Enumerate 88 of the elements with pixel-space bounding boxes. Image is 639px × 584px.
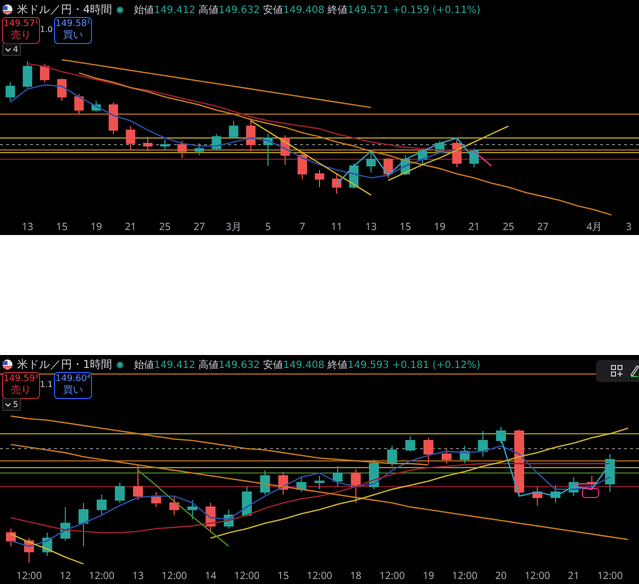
x-tick-label: 12:00 bbox=[306, 568, 333, 582]
x-tick-label: 15 bbox=[400, 219, 412, 233]
x-tick-label: 13 bbox=[132, 568, 144, 582]
text: 始値149.412 高値149.632 安値149.408 終値149.571 +0.159 (+0.11%) bbox=[134, 4, 480, 16]
chart-title: 米ドル／円・1時間 bbox=[17, 357, 112, 372]
candlestick bbox=[332, 466, 343, 488]
x-tick-label: 12:00 bbox=[162, 568, 188, 582]
candlestick bbox=[246, 118, 256, 152]
candlestick bbox=[405, 436, 416, 452]
candlestick bbox=[423, 437, 434, 464]
x-tick-label: 20 bbox=[495, 568, 508, 582]
candlestick bbox=[143, 136, 152, 152]
candlestick bbox=[187, 500, 198, 520]
candlestick bbox=[260, 470, 270, 496]
x-tick-label: 19 bbox=[434, 219, 446, 233]
candlestick bbox=[314, 475, 324, 490]
x-tick-label: 21 bbox=[468, 219, 480, 233]
candlestick bbox=[133, 464, 143, 501]
text: 4 bbox=[13, 45, 18, 54]
text: 1.0 bbox=[40, 25, 53, 34]
candlestick bbox=[298, 150, 308, 180]
x-tick-label: 12:00 bbox=[16, 568, 42, 582]
x-tick-label: 11 bbox=[330, 219, 342, 233]
x-tick-label: 18 bbox=[350, 568, 362, 582]
candlestick bbox=[314, 169, 324, 188]
x-tick-label: 13 bbox=[22, 219, 34, 233]
x-tick-label: 7 bbox=[299, 219, 306, 233]
candlestick bbox=[22, 60, 32, 88]
x-tick-label: 12 bbox=[60, 568, 72, 582]
candlestick bbox=[605, 454, 615, 493]
candlestick bbox=[478, 430, 488, 458]
candlestick bbox=[228, 120, 238, 139]
text: 始値149.412 高値149.632 安値149.408 終値149.593 +0.181 (+0.12%) bbox=[134, 360, 480, 370]
text: 149.57¹ bbox=[3, 19, 39, 29]
candlestick bbox=[387, 445, 398, 467]
candlestick bbox=[126, 126, 136, 150]
candlestick bbox=[366, 149, 376, 174]
text: 149.60⁴ bbox=[55, 374, 91, 384]
candlestick bbox=[40, 63, 50, 83]
text: 買い bbox=[63, 30, 83, 41]
candlestick bbox=[242, 486, 252, 517]
x-tick-label: 13 bbox=[365, 219, 378, 233]
x-tick-label: 27 bbox=[194, 219, 206, 233]
text: 5 bbox=[13, 400, 18, 409]
x-tick-label: 21 bbox=[568, 568, 580, 582]
x-tick-label: 12:00 bbox=[379, 568, 406, 582]
text: 149.58¹ bbox=[55, 19, 91, 29]
text: 1.1 bbox=[40, 380, 53, 389]
candlestick bbox=[442, 448, 452, 464]
candlestick bbox=[6, 82, 16, 102]
x-tick-label: 15 bbox=[56, 219, 68, 233]
x-tick-label: 3 bbox=[626, 219, 632, 233]
candlestick bbox=[114, 482, 125, 504]
x-tick-label: 5 bbox=[265, 219, 272, 233]
candlestick bbox=[514, 429, 524, 497]
candlestick bbox=[496, 426, 506, 444]
x-tick-label: 25 bbox=[159, 219, 171, 233]
x-tick-label: 12:00 bbox=[597, 568, 623, 582]
candlestick bbox=[332, 173, 342, 194]
x-tick-label: 19 bbox=[90, 219, 102, 233]
x-tick-label: 3月 bbox=[226, 219, 242, 233]
text: 149.59³ bbox=[3, 374, 39, 384]
candlestick bbox=[212, 134, 222, 150]
x-tick-label: 14 bbox=[204, 568, 217, 582]
candlestick bbox=[194, 142, 204, 156]
x-tick-label: 12:00 bbox=[524, 568, 550, 582]
text: 売り bbox=[11, 385, 31, 396]
candlestick bbox=[6, 528, 16, 547]
x-tick-label: 19 bbox=[422, 568, 434, 582]
candlestick bbox=[177, 140, 187, 158]
chart-title: 米ドル／円・4時間 bbox=[17, 2, 112, 17]
x-tick-label: 12:00 bbox=[452, 568, 478, 582]
candlestick bbox=[57, 78, 67, 102]
x-tick-label: 21 bbox=[124, 219, 136, 233]
candlestick bbox=[96, 494, 107, 516]
candlestick bbox=[452, 138, 462, 168]
candlestick bbox=[108, 102, 118, 135]
x-tick-label: 12:00 bbox=[234, 568, 260, 582]
candlestick bbox=[350, 468, 361, 504]
x-tick-label: 25 bbox=[502, 219, 514, 233]
x-tick-label: 15 bbox=[277, 568, 290, 582]
text: 買い bbox=[63, 385, 83, 396]
candlestick bbox=[160, 138, 170, 150]
candlestick bbox=[78, 502, 88, 547]
x-tick-label: 27 bbox=[537, 219, 549, 233]
text: 売り bbox=[11, 30, 31, 41]
x-tick-label: 4月 bbox=[586, 219, 602, 233]
x-tick-label: 12:00 bbox=[88, 568, 115, 582]
